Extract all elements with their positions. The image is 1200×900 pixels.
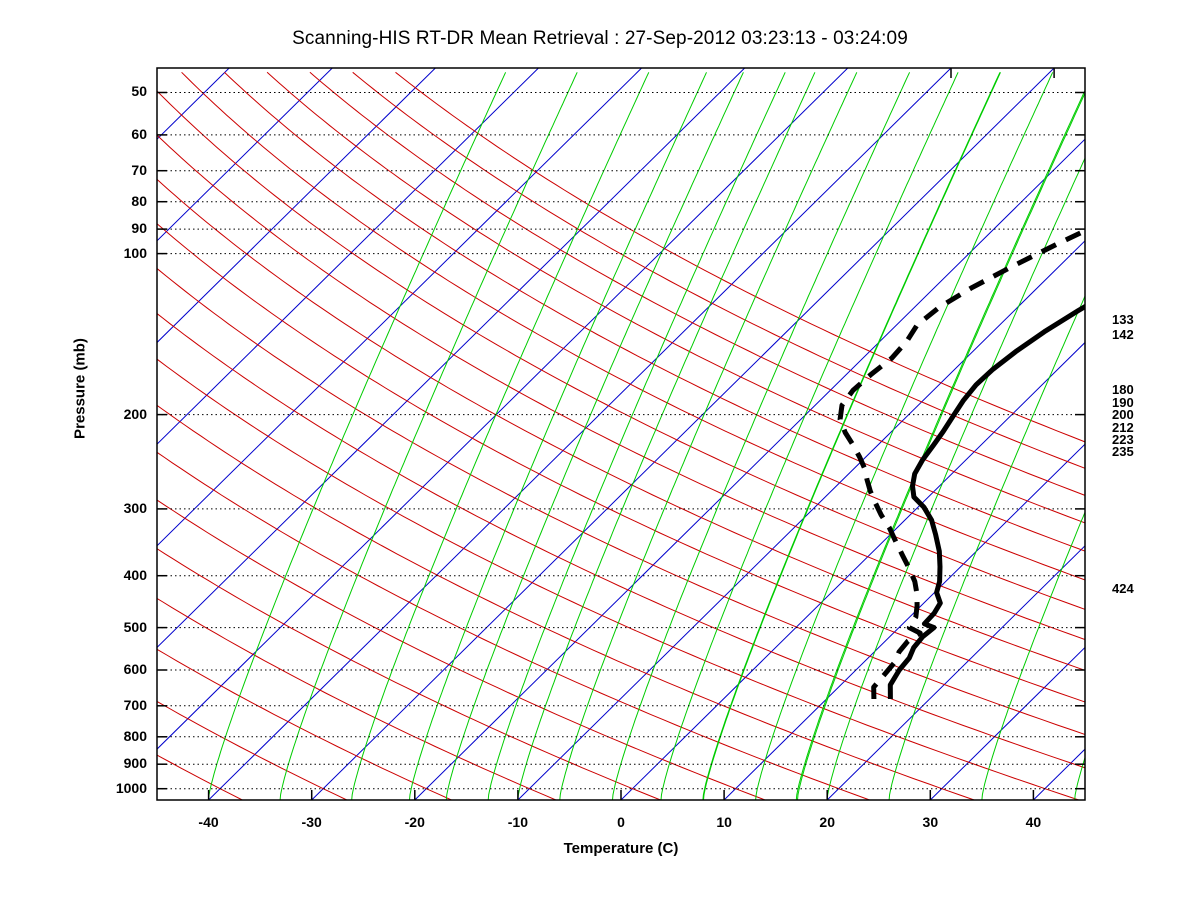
x-tick-label: -40 (198, 814, 219, 830)
right-annotation: 180 (1112, 382, 1134, 398)
y-tick-label: 1000 (115, 779, 147, 796)
right-annotation: 142 (1112, 327, 1134, 343)
x-tick-label: 10 (716, 814, 732, 830)
y-tick-label: 60 (131, 125, 147, 142)
y-tick-label: 900 (123, 755, 147, 772)
right-annotation: 200 (1112, 406, 1134, 422)
y-tick-label: 300 (123, 499, 147, 516)
y-tick-label: 90 (131, 220, 147, 237)
right-annotation: 190 (1112, 394, 1134, 410)
y-tick-label: 50 (131, 83, 147, 100)
y-tick-label: 200 (123, 405, 147, 422)
y-tick-label: 500 (123, 618, 147, 635)
y-tick-label: 100 (123, 244, 147, 261)
x-tick-label: -10 (507, 814, 528, 830)
right-annotation: 133 (1112, 311, 1134, 327)
x-tick-label: 20 (819, 814, 835, 830)
y-tick-label: 400 (123, 566, 147, 583)
y-axis-title: Pressure (mb) (71, 338, 89, 439)
x-axis-title: Temperature (C) (563, 840, 679, 857)
x-tick-label: -20 (404, 814, 425, 830)
y-tick-label: 70 (131, 161, 147, 178)
x-tick-label: -30 (301, 814, 322, 830)
right-annotation: 424 (1112, 581, 1134, 597)
x-tick-label: 0 (617, 814, 625, 830)
y-tick-label: 80 (131, 192, 147, 209)
page-title: Scanning-HIS RT-DR Mean Retrieval : 27-S… (292, 28, 908, 49)
y-tick-label: 600 (123, 660, 147, 677)
right-annotation: 235 (1112, 444, 1134, 460)
y-tick-label: 800 (123, 727, 147, 744)
right-annotation: 223 (1112, 431, 1134, 447)
x-tick-label: 40 (1025, 814, 1042, 830)
right-annotation: 212 (1112, 420, 1134, 436)
y-tick-label: 700 (123, 696, 147, 713)
x-tick-label: 30 (922, 814, 939, 830)
